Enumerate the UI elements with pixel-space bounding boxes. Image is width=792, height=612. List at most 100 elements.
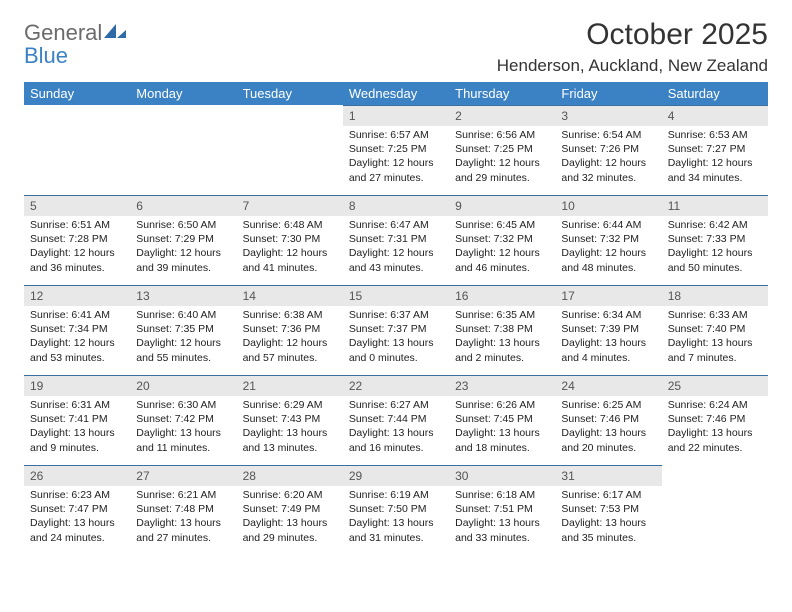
daylight-line1: Daylight: 13 hours — [561, 426, 655, 440]
daylight-line2: and 11 minutes. — [136, 441, 230, 455]
daylight-line1: Daylight: 12 hours — [455, 156, 549, 170]
sunset-text: Sunset: 7:36 PM — [243, 322, 337, 336]
day-number: 17 — [555, 285, 661, 306]
sunrise-text: Sunrise: 6:51 AM — [30, 218, 124, 232]
day-details: Sunrise: 6:53 AMSunset: 7:27 PMDaylight:… — [662, 126, 768, 189]
day-details: Sunrise: 6:45 AMSunset: 7:32 PMDaylight:… — [449, 216, 555, 279]
daylight-line1: Daylight: 13 hours — [455, 426, 549, 440]
sunrise-text: Sunrise: 6:40 AM — [136, 308, 230, 322]
day-details: Sunrise: 6:42 AMSunset: 7:33 PMDaylight:… — [662, 216, 768, 279]
sunrise-text: Sunrise: 6:57 AM — [349, 128, 443, 142]
sunrise-text: Sunrise: 6:38 AM — [243, 308, 337, 322]
calendar-table: Sunday Monday Tuesday Wednesday Thursday… — [24, 82, 768, 555]
sunrise-text: Sunrise: 6:56 AM — [455, 128, 549, 142]
daylight-line1: Daylight: 13 hours — [243, 516, 337, 530]
day-details: Sunrise: 6:25 AMSunset: 7:46 PMDaylight:… — [555, 396, 661, 459]
calendar-day-cell: 1Sunrise: 6:57 AMSunset: 7:25 PMDaylight… — [343, 105, 449, 195]
calendar-week-row: 12Sunrise: 6:41 AMSunset: 7:34 PMDayligh… — [24, 285, 768, 375]
calendar-day-cell: 23Sunrise: 6:26 AMSunset: 7:45 PMDayligh… — [449, 375, 555, 465]
sunset-text: Sunset: 7:39 PM — [561, 322, 655, 336]
sunrise-text: Sunrise: 6:44 AM — [561, 218, 655, 232]
header: General Blue October 2025 Henderson, Auc… — [24, 18, 768, 76]
sunset-text: Sunset: 7:25 PM — [349, 142, 443, 156]
day-details: Sunrise: 6:35 AMSunset: 7:38 PMDaylight:… — [449, 306, 555, 369]
daylight-line1: Daylight: 13 hours — [455, 336, 549, 350]
calendar-day-cell: 4Sunrise: 6:53 AMSunset: 7:27 PMDaylight… — [662, 105, 768, 195]
daylight-line1: Daylight: 12 hours — [243, 246, 337, 260]
day-number: 28 — [237, 465, 343, 486]
daylight-line1: Daylight: 12 hours — [455, 246, 549, 260]
daylight-line2: and 32 minutes. — [561, 171, 655, 185]
daylight-line1: Daylight: 13 hours — [668, 426, 762, 440]
sunrise-text: Sunrise: 6:50 AM — [136, 218, 230, 232]
day-number: 13 — [130, 285, 236, 306]
sunset-text: Sunset: 7:45 PM — [455, 412, 549, 426]
calendar-day-cell: 2Sunrise: 6:56 AMSunset: 7:25 PMDaylight… — [449, 105, 555, 195]
day-number: 25 — [662, 375, 768, 396]
calendar-day-cell: 16Sunrise: 6:35 AMSunset: 7:38 PMDayligh… — [449, 285, 555, 375]
calendar-day-cell — [24, 105, 130, 195]
daylight-line1: Daylight: 13 hours — [561, 516, 655, 530]
day-details: Sunrise: 6:19 AMSunset: 7:50 PMDaylight:… — [343, 486, 449, 549]
sunrise-text: Sunrise: 6:33 AM — [668, 308, 762, 322]
daylight-line2: and 0 minutes. — [349, 351, 443, 365]
sunrise-text: Sunrise: 6:31 AM — [30, 398, 124, 412]
calendar-day-cell: 11Sunrise: 6:42 AMSunset: 7:33 PMDayligh… — [662, 195, 768, 285]
day-number: 20 — [130, 375, 236, 396]
sunset-text: Sunset: 7:46 PM — [668, 412, 762, 426]
daylight-line2: and 50 minutes. — [668, 261, 762, 275]
day-details: Sunrise: 6:20 AMSunset: 7:49 PMDaylight:… — [237, 486, 343, 549]
daylight-line1: Daylight: 13 hours — [30, 426, 124, 440]
daylight-line2: and 43 minutes. — [349, 261, 443, 275]
sunrise-text: Sunrise: 6:30 AM — [136, 398, 230, 412]
day-details: Sunrise: 6:50 AMSunset: 7:29 PMDaylight:… — [130, 216, 236, 279]
month-title: October 2025 — [497, 18, 768, 52]
calendar-day-cell: 27Sunrise: 6:21 AMSunset: 7:48 PMDayligh… — [130, 465, 236, 555]
sunrise-text: Sunrise: 6:20 AM — [243, 488, 337, 502]
sunset-text: Sunset: 7:41 PM — [30, 412, 124, 426]
day-details: Sunrise: 6:34 AMSunset: 7:39 PMDaylight:… — [555, 306, 661, 369]
calendar-day-cell: 5Sunrise: 6:51 AMSunset: 7:28 PMDaylight… — [24, 195, 130, 285]
daylight-line1: Daylight: 13 hours — [349, 516, 443, 530]
calendar-day-cell: 21Sunrise: 6:29 AMSunset: 7:43 PMDayligh… — [237, 375, 343, 465]
day-number: 30 — [449, 465, 555, 486]
sunset-text: Sunset: 7:47 PM — [30, 502, 124, 516]
day-number: 15 — [343, 285, 449, 306]
calendar-day-cell: 30Sunrise: 6:18 AMSunset: 7:51 PMDayligh… — [449, 465, 555, 555]
daylight-line1: Daylight: 13 hours — [30, 516, 124, 530]
sunrise-text: Sunrise: 6:24 AM — [668, 398, 762, 412]
day-details: Sunrise: 6:33 AMSunset: 7:40 PMDaylight:… — [662, 306, 768, 369]
sunrise-text: Sunrise: 6:42 AM — [668, 218, 762, 232]
day-number: 9 — [449, 195, 555, 216]
daylight-line1: Daylight: 13 hours — [455, 516, 549, 530]
brand-word2: Blue — [24, 45, 128, 67]
brand-logo: General Blue — [24, 22, 128, 67]
day-details: Sunrise: 6:54 AMSunset: 7:26 PMDaylight:… — [555, 126, 661, 189]
day-number: 6 — [130, 195, 236, 216]
calendar-week-row: 1Sunrise: 6:57 AMSunset: 7:25 PMDaylight… — [24, 105, 768, 195]
day-number: 21 — [237, 375, 343, 396]
calendar-day-cell: 10Sunrise: 6:44 AMSunset: 7:32 PMDayligh… — [555, 195, 661, 285]
sunrise-text: Sunrise: 6:18 AM — [455, 488, 549, 502]
day-number: 7 — [237, 195, 343, 216]
day-details: Sunrise: 6:57 AMSunset: 7:25 PMDaylight:… — [343, 126, 449, 189]
day-number: 8 — [343, 195, 449, 216]
day-details: Sunrise: 6:31 AMSunset: 7:41 PMDaylight:… — [24, 396, 130, 459]
daylight-line2: and 53 minutes. — [30, 351, 124, 365]
sunset-text: Sunset: 7:44 PM — [349, 412, 443, 426]
day-number: 2 — [449, 105, 555, 126]
daylight-line2: and 9 minutes. — [30, 441, 124, 455]
daylight-line1: Daylight: 13 hours — [136, 516, 230, 530]
calendar-day-cell: 13Sunrise: 6:40 AMSunset: 7:35 PMDayligh… — [130, 285, 236, 375]
daylight-line1: Daylight: 13 hours — [561, 336, 655, 350]
day-number: 19 — [24, 375, 130, 396]
daylight-line1: Daylight: 12 hours — [668, 246, 762, 260]
weekday-header: Wednesday — [343, 82, 449, 105]
sunrise-text: Sunrise: 6:21 AM — [136, 488, 230, 502]
daylight-line2: and 33 minutes. — [455, 531, 549, 545]
day-details: Sunrise: 6:37 AMSunset: 7:37 PMDaylight:… — [343, 306, 449, 369]
sunset-text: Sunset: 7:38 PM — [455, 322, 549, 336]
day-number: 3 — [555, 105, 661, 126]
day-details: Sunrise: 6:18 AMSunset: 7:51 PMDaylight:… — [449, 486, 555, 549]
daylight-line1: Daylight: 12 hours — [561, 246, 655, 260]
